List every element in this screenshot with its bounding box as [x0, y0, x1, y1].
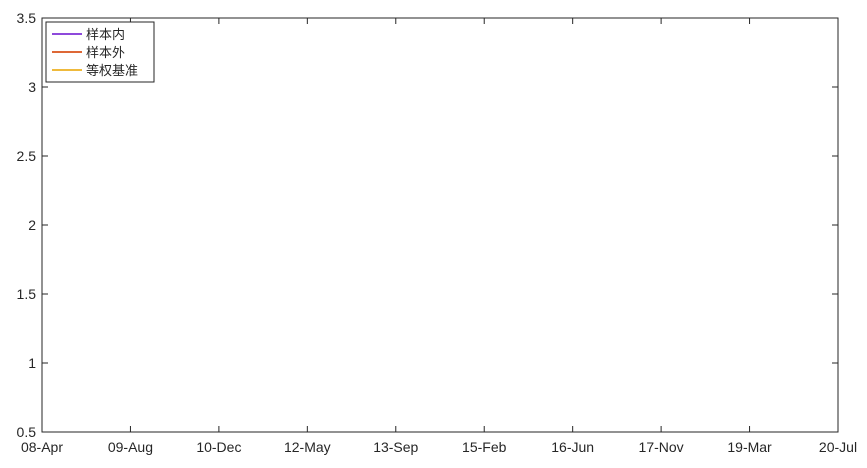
y-tick-label: 1 — [28, 355, 36, 371]
y-tick-label: 3.5 — [17, 10, 37, 26]
legend-label-2: 等权基准 — [86, 63, 138, 79]
x-tick-label: 15-Feb — [462, 439, 507, 455]
axes: 0.5 1 1.5 2 2.5 3 3.5 08-Apr 09-Aug 10-Dec 12-May 1… — [17, 10, 858, 455]
x-tick-label: 17-Nov — [639, 439, 684, 455]
x-tick-label: 16-Jun — [551, 439, 594, 455]
plot-frame — [41, 17, 839, 433]
y-tick-label: 1.5 — [17, 286, 37, 302]
x-tick-label: 10-Dec — [196, 439, 241, 455]
y-tick-label: 2.5 — [17, 148, 37, 164]
legend-label-0: 样本内 — [86, 27, 125, 43]
y-tick-label: 2 — [28, 217, 36, 233]
y-tick-label: 3 — [28, 79, 36, 95]
x-tick-label: 08-Apr — [21, 439, 63, 455]
x-tick-label: 19-Mar — [727, 439, 772, 455]
legend-label-1: 样本外 — [86, 46, 125, 61]
y-tick-label: 0.5 — [17, 424, 37, 440]
x-tick-label: 12-May — [284, 439, 331, 455]
x-tick-label: 09-Aug — [108, 439, 153, 455]
x-tick-label: 20-Jul — [819, 439, 857, 455]
x-tick-label: 13-Sep — [373, 439, 418, 455]
